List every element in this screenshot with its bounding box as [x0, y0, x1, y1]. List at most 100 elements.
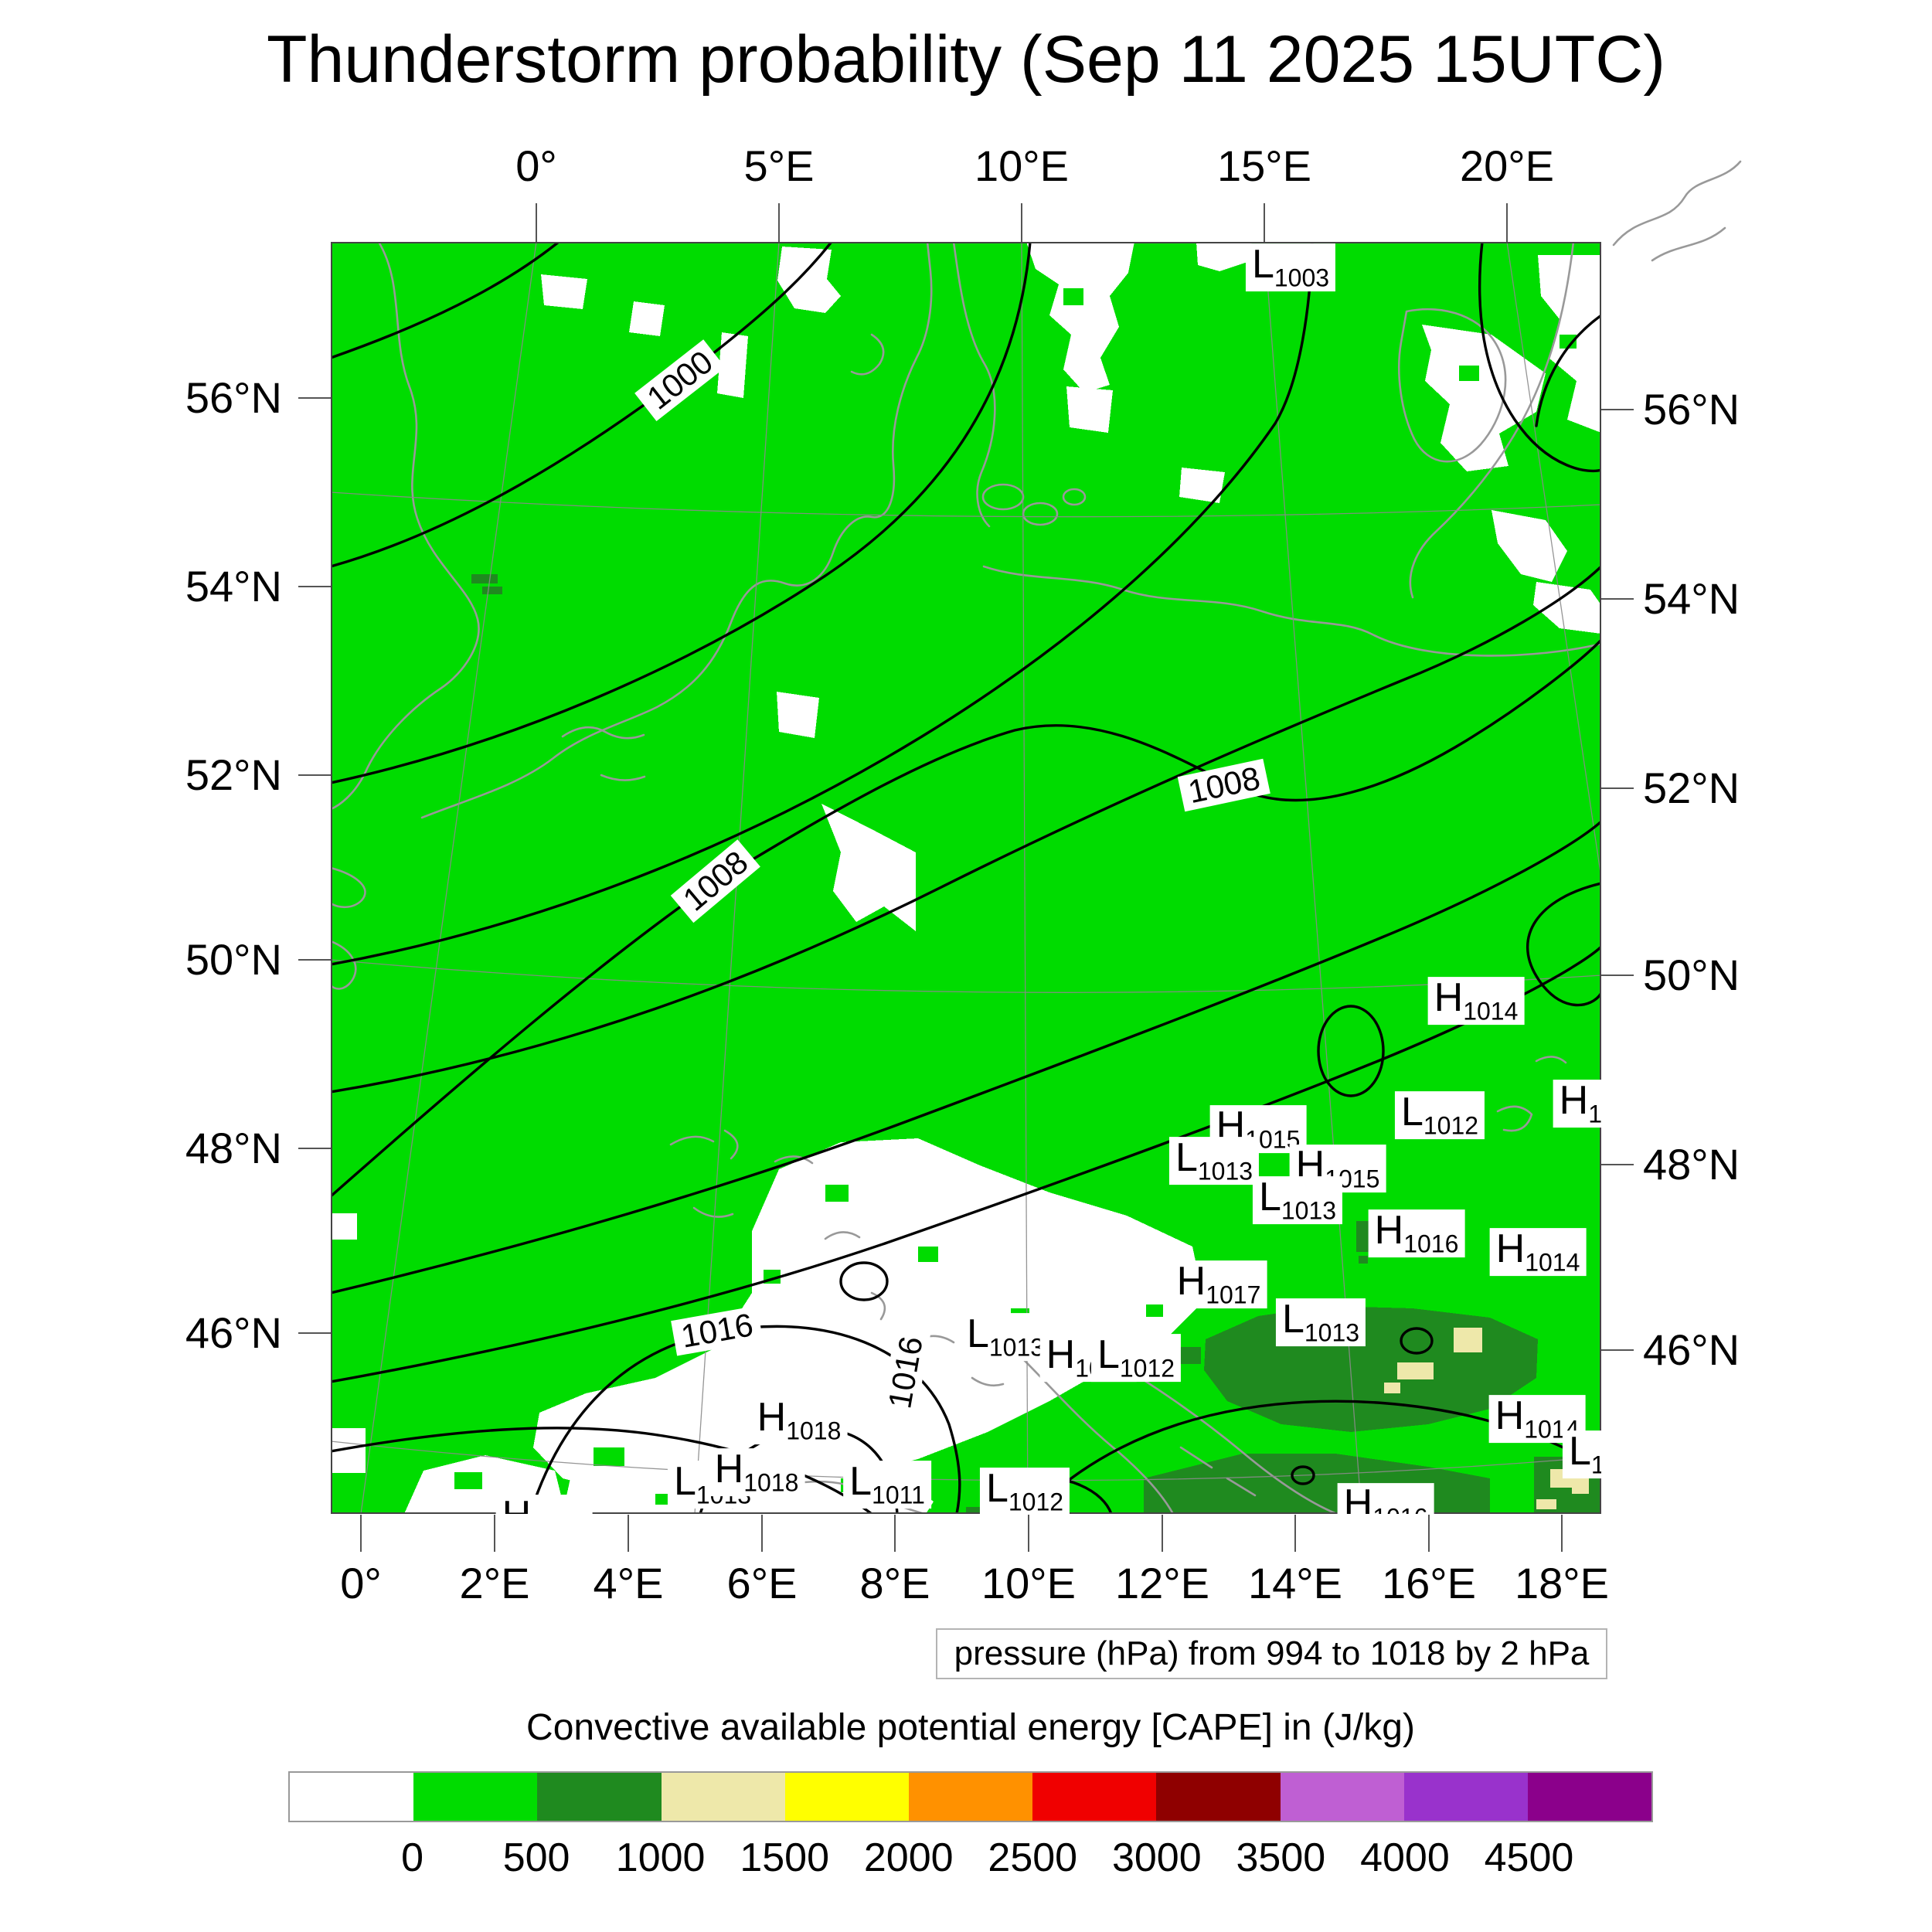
colorbar-cell-8 [1280, 1773, 1404, 1821]
pressure-note: pressure (hPa) from 994 to 1018 by 2 hPa [936, 1628, 1607, 1679]
pressure-value: 1014 [1525, 1248, 1580, 1277]
pressure-kind: L [673, 1459, 696, 1505]
colorbar-tick-label: 2500 [988, 1835, 1078, 1880]
top-axis-label: 0° [515, 141, 557, 190]
left-axis-label: 52°N [185, 750, 282, 799]
bottom-axis-tick [1428, 1515, 1430, 1552]
pressure-value: 1018 [786, 1417, 842, 1445]
left-axis-label: 48°N [185, 1124, 282, 1172]
pressure-center-l-1013: L1013 [1168, 1137, 1260, 1185]
pressure-kind: H [1495, 1226, 1526, 1272]
pressure-kind: L [1097, 1332, 1120, 1378]
colorbar-cell-4 [784, 1773, 909, 1821]
pressure-kind: L [1281, 1297, 1304, 1342]
colorbar-cell-9 [1403, 1773, 1528, 1821]
pressure-value: 1003 [1274, 264, 1330, 292]
colorbar-tick-label: 2000 [863, 1835, 954, 1880]
bottom-axis-tick [1561, 1515, 1563, 1552]
top-axis-label: 20°E [1459, 141, 1555, 190]
isobar-value-label: 1016 [880, 1326, 931, 1419]
pressure-value: 1017 [1206, 1281, 1261, 1309]
pressure-center-l-1013: L1013 [1275, 1297, 1366, 1347]
bottom-axis-label: 16°E [1381, 1559, 1477, 1607]
right-axis-tick [1601, 1164, 1634, 1165]
bottom-axis-label: 6°E [726, 1559, 798, 1607]
right-axis-label: 52°N [1643, 764, 1740, 812]
colorbar-cell-1 [413, 1773, 538, 1821]
pressure-center-l-1013: L1013 [960, 1313, 1051, 1361]
isobar-value-label: 1008 [670, 838, 761, 923]
left-axis-tick [298, 1148, 331, 1149]
bottom-axis-tick [761, 1515, 763, 1552]
map-canvas [331, 242, 1601, 1514]
pressure-kind: H [1559, 1078, 1589, 1124]
isobar-value-label: 1008 [1177, 758, 1271, 812]
bottom-axis-label: 14°E [1247, 1559, 1343, 1607]
bottom-axis-label: 0° [340, 1559, 382, 1607]
pressure-value: 1016 [1403, 1230, 1459, 1258]
top-axis-tick [778, 203, 780, 242]
pressure-center-l-1011: L1011 [843, 1461, 931, 1509]
pressure-value: 1016 [1372, 1503, 1427, 1514]
left-axis-label: 56°N [185, 373, 282, 422]
right-axis-tick [1601, 598, 1634, 600]
pressure-value: 1013 [1304, 1318, 1360, 1347]
pressure-center-h-1017: H1017 [1170, 1260, 1267, 1309]
pressure-value: 1013 [1197, 1157, 1253, 1185]
outside-coast-fragment [1612, 160, 1742, 262]
colorbar-tick-label: 1000 [615, 1835, 706, 1880]
right-axis-label: 50°N [1643, 951, 1740, 999]
colorbar-cell-5 [908, 1773, 1033, 1821]
colorbar-tick-label: 4500 [1484, 1835, 1574, 1880]
pressure-value: 1012 [1119, 1354, 1175, 1383]
colorbar-tick-label: 3500 [1236, 1835, 1326, 1880]
right-axis-label: 46°N [1643, 1325, 1740, 1374]
pressure-value: 1014 [1588, 1100, 1601, 1128]
bottom-axis-label: 2°E [459, 1559, 530, 1607]
pressure-center-h-1014: H1014 [1427, 977, 1525, 1026]
top-axis-tick [1264, 203, 1265, 242]
bottom-axis-tick [360, 1515, 362, 1552]
left-axis-tick [298, 774, 331, 776]
pressure-kind: L [1400, 1090, 1423, 1135]
colorbar-tick-label: 500 [502, 1835, 570, 1880]
left-axis-tick [298, 959, 331, 961]
pressure-kind: L [985, 1466, 1009, 1512]
top-axis-label: 5°E [743, 141, 815, 190]
left-axis-tick [298, 1332, 331, 1334]
top-axis-tick [1021, 203, 1022, 242]
colorbar-tick-label: 4000 [1360, 1835, 1450, 1880]
map-label-layer: L1003H1014L1012H1014H1015L1013H1015L1013… [331, 242, 1601, 1514]
left-axis-tick [298, 397, 331, 399]
pressure-center-h-1018: H1018 [495, 1495, 593, 1514]
pressure-kind: L [1251, 242, 1274, 287]
pressure-value: 1012 [1423, 1111, 1479, 1140]
left-axis-label: 50°N [185, 935, 282, 984]
coastline-layer [331, 242, 1601, 1514]
pressure-center-l-1013: L1013 [1252, 1176, 1343, 1224]
pressure-kind: L [1568, 1429, 1591, 1475]
bottom-axis-label: 10°E [981, 1559, 1077, 1607]
pressure-kind: H [757, 1395, 787, 1440]
bottom-axis-label: 18°E [1514, 1559, 1610, 1607]
cape-1500-regions [1384, 1328, 1589, 1509]
left-axis-label: 46°N [185, 1308, 282, 1357]
top-axis-tick [536, 203, 537, 242]
colorbar-cell-3 [661, 1773, 785, 1821]
left-axis-label: 54°N [185, 562, 282, 611]
pressure-value: 1014 [1463, 997, 1519, 1026]
colorbar-cell-7 [1156, 1773, 1281, 1821]
pressure-center-h-1016: H1016 [1337, 1483, 1434, 1514]
colorbar-cell-2 [537, 1773, 662, 1821]
right-axis-label: 56°N [1643, 385, 1740, 434]
colorbar-tick-label: 1500 [740, 1835, 830, 1880]
bottom-axis-tick [628, 1515, 629, 1552]
bottom-axis-tick [494, 1515, 495, 1552]
colorbar-title: Convective available potential energy [C… [526, 1707, 1415, 1748]
isobar-value-label: 1016 [671, 1305, 764, 1356]
pressure-kind: H [1495, 1393, 1525, 1439]
pressure-value: 1011 [872, 1481, 925, 1509]
right-axis-label: 54°N [1643, 574, 1740, 623]
right-axis-tick [1601, 409, 1634, 410]
